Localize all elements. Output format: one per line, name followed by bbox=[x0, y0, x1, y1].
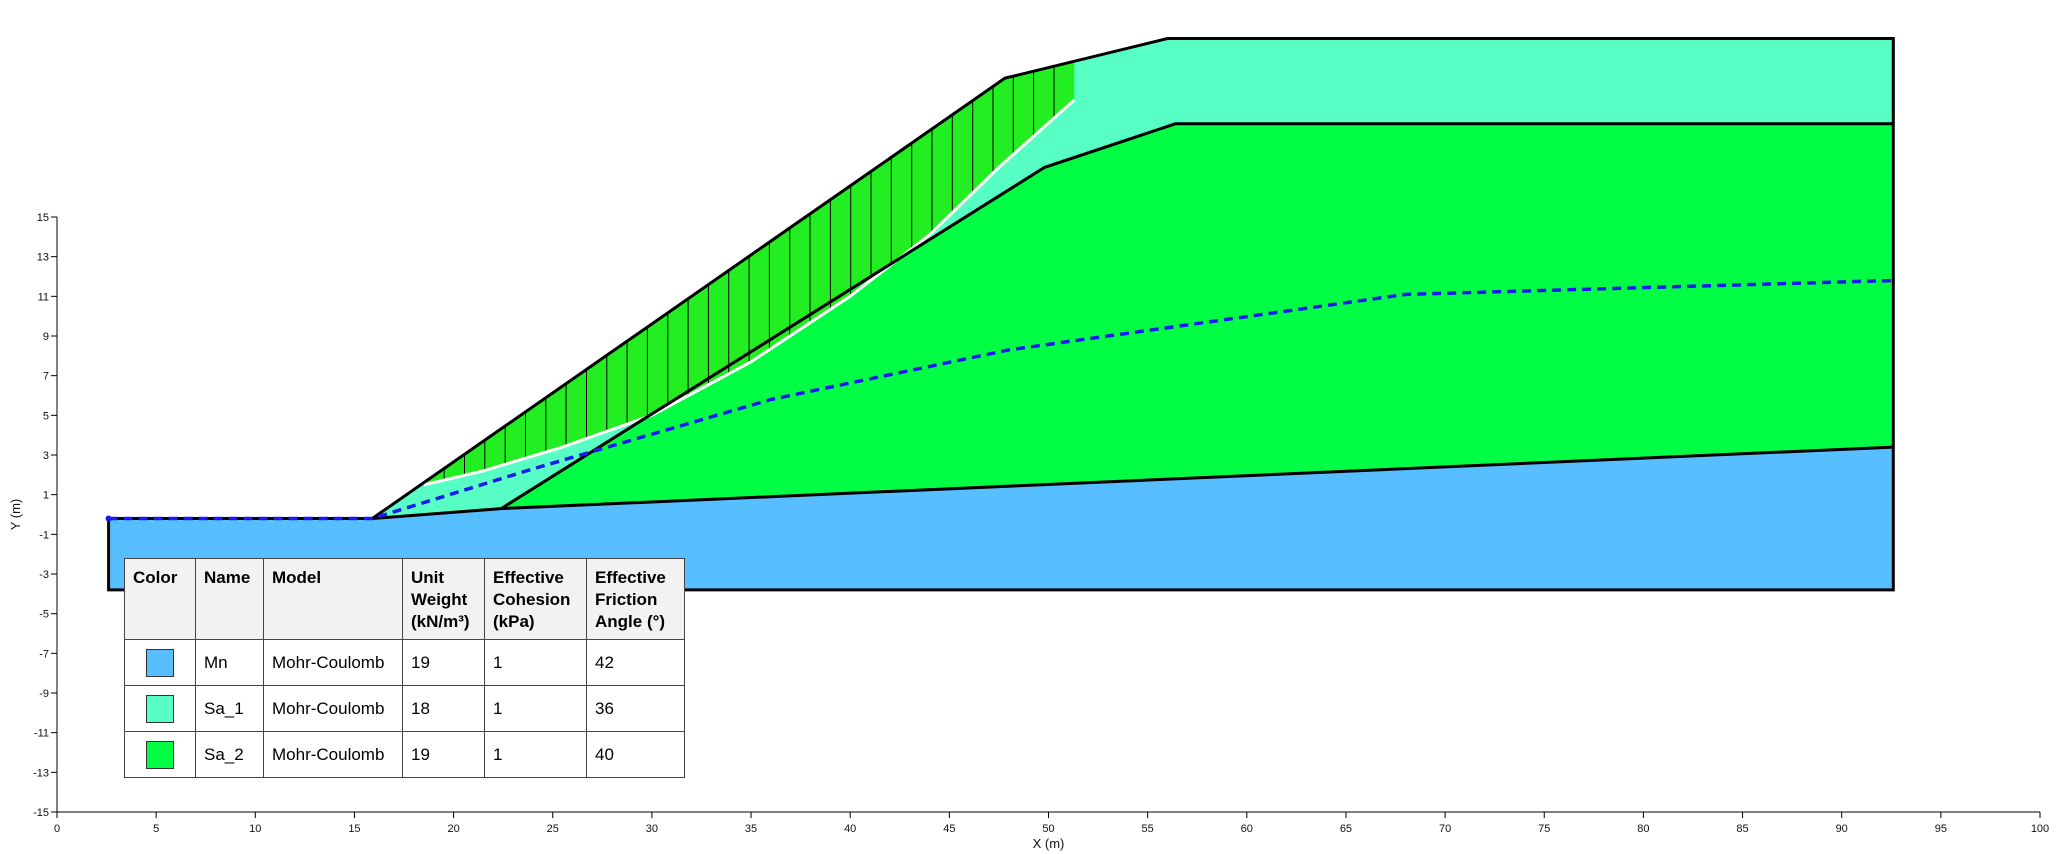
x-tick-label: 85 bbox=[1736, 823, 1748, 835]
slip-slices bbox=[423, 61, 1076, 487]
x-tick-label: 30 bbox=[646, 823, 658, 835]
x-tick-label: 100 bbox=[2031, 823, 2049, 835]
y-tick-label: 5 bbox=[43, 410, 49, 422]
material-boundary bbox=[372, 445, 1894, 520]
legend-header-friction-angle: Effective Friction Angle (°) bbox=[586, 558, 685, 640]
legend-header-row: Color Name Model Unit Weight (kN/m³) Effec… bbox=[124, 558, 685, 640]
y-tick-label: 7 bbox=[43, 371, 49, 383]
legend-cell-friction-angle: 36 bbox=[586, 685, 685, 732]
y-tick-label: -7 bbox=[39, 648, 49, 660]
legend-cell-model: Mohr-Coulomb bbox=[263, 639, 403, 686]
x-tick-label: 70 bbox=[1439, 823, 1451, 835]
y-axis-title: Y (m) bbox=[8, 499, 23, 531]
y-tick-label: 11 bbox=[38, 291, 49, 303]
legend-swatch bbox=[146, 740, 174, 769]
legend-cell-unit-weight: 18 bbox=[402, 685, 485, 732]
legend-cell-cohesion: 1 bbox=[484, 639, 587, 686]
y-tick-label: -1 bbox=[39, 529, 49, 541]
axes: 0 5 10 15 20 25 30 35 40 45 50 55 60 65 70 75 80 85 90 95 10… bbox=[8, 212, 2049, 851]
legend-swatch bbox=[146, 694, 174, 723]
legend-row-sa2: Sa_2 Mohr-Coulomb 19 1 40 bbox=[124, 731, 685, 778]
x-tick-label: 5 bbox=[153, 823, 159, 835]
x-tick-label: 45 bbox=[943, 823, 955, 835]
y-tick-label: 3 bbox=[43, 450, 49, 462]
legend-cell-name: Sa_2 bbox=[195, 731, 264, 778]
y-tick-label: -11 bbox=[34, 728, 49, 740]
x-tick-label: 50 bbox=[1042, 823, 1054, 835]
x-tick-label: 10 bbox=[249, 823, 261, 835]
legend-cell-unit-weight: 19 bbox=[402, 731, 485, 778]
legend-cell-color bbox=[124, 639, 196, 686]
x-tick-label: 90 bbox=[1836, 823, 1848, 835]
legend-cell-model: Mohr-Coulomb bbox=[263, 731, 403, 778]
y-tick-label: 1 bbox=[43, 490, 49, 502]
legend-cell-friction-angle: 42 bbox=[586, 639, 685, 686]
legend-cell-cohesion: 1 bbox=[484, 685, 587, 732]
x-axis-title: X (m) bbox=[1033, 836, 1065, 851]
x-tick-label: 55 bbox=[1142, 823, 1154, 835]
y-tick-label: -13 bbox=[33, 767, 49, 779]
piezometric-line-group bbox=[105, 278, 1894, 522]
legend-cell-name: Sa_1 bbox=[195, 685, 264, 732]
legend-cell-unit-weight: 19 bbox=[402, 639, 485, 686]
y-tick-label: 9 bbox=[43, 331, 49, 343]
legend-cell-color bbox=[124, 731, 196, 778]
legend-header-color: Color bbox=[124, 558, 196, 640]
slip-surface bbox=[423, 98, 1076, 487]
y-tick-label: -3 bbox=[39, 569, 49, 581]
legend-cell-model: Mohr-Coulomb bbox=[263, 685, 403, 732]
piezometric-line bbox=[108, 278, 1894, 521]
region-sa-2 bbox=[501, 123, 1894, 509]
x-tick-label: 60 bbox=[1241, 823, 1253, 835]
materials-legend-table: Color Name Model Unit Weight (kN/m³) Effec… bbox=[124, 558, 685, 778]
legend-cell-name: Mn bbox=[195, 639, 264, 686]
x-tick-label: 0 bbox=[54, 823, 60, 835]
legend-swatch bbox=[146, 648, 174, 677]
legend-cell-color bbox=[124, 685, 196, 732]
x-tick-label: 65 bbox=[1340, 823, 1352, 835]
material-boundary bbox=[500, 122, 1894, 510]
legend-cell-friction-angle: 40 bbox=[586, 731, 685, 778]
x-tick-label: 35 bbox=[745, 823, 757, 835]
legend-cell-cohesion: 1 bbox=[484, 731, 587, 778]
piezometric-line-start bbox=[105, 515, 112, 522]
x-tick-label: 95 bbox=[1935, 823, 1947, 835]
x-tick-label: 20 bbox=[447, 823, 459, 835]
legend-header-unit-weight: Unit Weight (kN/m³) bbox=[402, 558, 485, 640]
legend-row-mn: Mn Mohr-Coulomb 19 1 42 bbox=[124, 639, 685, 686]
x-tick-label: 75 bbox=[1538, 823, 1550, 835]
x-tick-label: 40 bbox=[844, 823, 856, 835]
y-tick-label: -5 bbox=[39, 609, 49, 621]
y-tick-label: 13 bbox=[37, 252, 49, 264]
y-tick-label: -9 bbox=[39, 688, 49, 700]
y-tick-label: 15 bbox=[37, 212, 49, 224]
legend-header-model: Model bbox=[263, 558, 403, 640]
region-mn bbox=[108, 447, 1894, 590]
legend-row-sa1: Sa_1 Mohr-Coulomb 18 1 36 bbox=[124, 685, 685, 732]
x-tick-label: 15 bbox=[348, 823, 360, 835]
x-tick-label: 80 bbox=[1637, 823, 1649, 835]
x-tick-label: 25 bbox=[547, 823, 559, 835]
legend-header-cohesion: Effective Cohesion (kPa) bbox=[484, 558, 587, 640]
y-tick-label: -15 bbox=[33, 807, 49, 819]
legend-header-name: Name bbox=[195, 558, 264, 640]
